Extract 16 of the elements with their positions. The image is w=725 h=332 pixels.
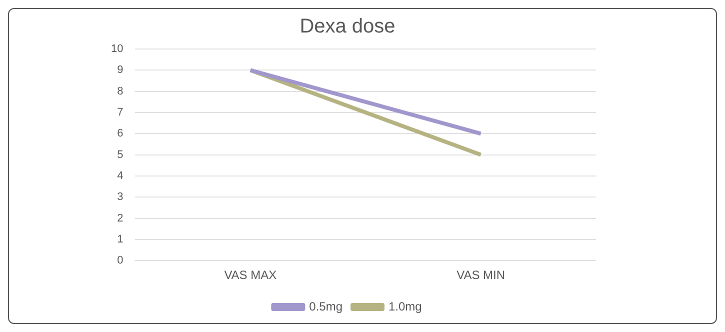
y-tick-label: 3 <box>117 191 124 204</box>
y-tick-label: 10 <box>110 43 124 56</box>
legend-label: 1.0mg <box>388 299 422 314</box>
y-tick-label: 6 <box>117 128 124 140</box>
y-tick-label: 1 <box>117 233 124 246</box>
x-tick-label: VAS MIN <box>456 268 506 282</box>
y-tick-label: 8 <box>117 85 124 98</box>
y-tick-label: 7 <box>117 106 124 119</box>
y-tick-label: 2 <box>117 212 124 224</box>
y-tick-label: 9 <box>117 64 124 76</box>
y-tick-label: 4 <box>117 170 124 182</box>
y-tick-label: 0 <box>117 254 124 267</box>
legend-label: 0.5mg <box>309 299 343 314</box>
y-tick-label: 5 <box>117 148 124 161</box>
x-tick-label: VAS MAX <box>224 268 277 282</box>
chart-title: Dexa dose <box>300 16 396 38</box>
